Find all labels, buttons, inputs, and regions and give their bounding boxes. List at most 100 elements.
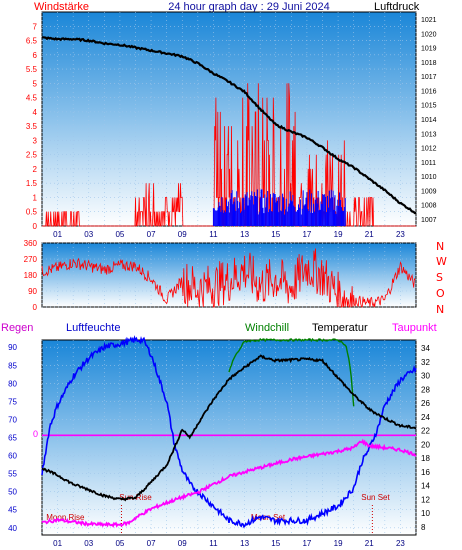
top-hour-tick-3: 07 bbox=[147, 230, 156, 239]
top-hour-tick-7: 15 bbox=[271, 230, 280, 239]
bot-right-tick-5: 18 bbox=[421, 454, 430, 463]
top-hour-tick-9: 19 bbox=[334, 230, 343, 239]
top-right-tick-14: 1021 bbox=[421, 17, 437, 24]
wind-speed-line bbox=[42, 83, 416, 227]
bot-right-tick-4: 16 bbox=[421, 468, 430, 477]
wind-title: Windstärke bbox=[34, 1, 89, 13]
bot-left-tick-7: 75 bbox=[8, 397, 17, 406]
dir-label-n-top: N bbox=[436, 240, 444, 253]
top-right-tick-13: 1020 bbox=[421, 31, 437, 38]
top-right-tick-8: 1015 bbox=[421, 103, 437, 110]
mid-left-tick-2: 180 bbox=[24, 271, 38, 280]
top-hour-tick-0: 01 bbox=[53, 230, 62, 239]
legend-windchill: Windchill bbox=[245, 322, 289, 334]
top-left-tick-8: 4 bbox=[33, 108, 38, 117]
top-left-tick-3: 1.5 bbox=[26, 179, 38, 188]
top-left-tick-2: 1 bbox=[33, 193, 38, 202]
bot-right-tick-3: 14 bbox=[421, 482, 430, 491]
top-right-tick-11: 1018 bbox=[421, 60, 437, 67]
top-hour-tick-10: 21 bbox=[365, 230, 374, 239]
bot-right-tick-2: 12 bbox=[421, 495, 430, 504]
top-right-tick-3: 1010 bbox=[421, 174, 437, 181]
bot-left-tick-5: 65 bbox=[8, 434, 17, 443]
bot-right-tick-9: 26 bbox=[421, 399, 430, 408]
top-hour-tick-6: 13 bbox=[240, 230, 249, 239]
bot-left-tick-8: 80 bbox=[8, 379, 17, 388]
bot-hour-tick-0: 01 bbox=[53, 539, 62, 548]
bot-right-tick-13: 34 bbox=[421, 344, 430, 353]
bot-right-tick-12: 32 bbox=[421, 358, 430, 367]
dewpoint-line bbox=[41, 438, 417, 528]
legend-temperatur: Temperatur bbox=[312, 322, 368, 334]
bot-right-tick-7: 22 bbox=[421, 427, 430, 436]
top-right-tick-10: 1017 bbox=[421, 74, 437, 81]
humidity-line bbox=[41, 335, 417, 529]
top-left-tick-11: 5.5 bbox=[26, 65, 38, 74]
bot-hour-tick-7: 15 bbox=[271, 539, 280, 548]
bot-hour-tick-5: 11 bbox=[209, 539, 218, 548]
top-hour-tick-5: 11 bbox=[209, 230, 218, 239]
top-left-tick-13: 6.5 bbox=[26, 37, 38, 46]
mid-left-tick-0: 0 bbox=[33, 303, 38, 312]
legend-regen: Regen bbox=[1, 322, 33, 334]
bot-right-tick-11: 30 bbox=[421, 372, 430, 381]
mid-left-tick-3: 270 bbox=[24, 255, 38, 264]
top-hour-tick-2: 05 bbox=[115, 230, 124, 239]
top-left-tick-14: 7 bbox=[33, 22, 38, 31]
bot-hour-tick-10: 21 bbox=[365, 539, 374, 548]
top-right-tick-5: 1012 bbox=[421, 146, 437, 153]
moon-rise-label: Moon Rise bbox=[46, 513, 85, 522]
dir-label-w: W bbox=[436, 255, 447, 268]
temperature-line bbox=[42, 354, 417, 502]
bot-left-tick-1: 45 bbox=[8, 506, 17, 515]
bot-right-tick-0: 8 bbox=[421, 523, 426, 532]
top-left-tick-12: 6 bbox=[33, 51, 38, 60]
top-left-tick-0: 0 bbox=[33, 222, 38, 231]
bot-hour-tick-4: 09 bbox=[178, 539, 187, 548]
legend-luftfeuchte: Luftfeuchte bbox=[66, 322, 120, 334]
bot-left-tick-2: 50 bbox=[8, 488, 17, 497]
bot-hour-tick-6: 13 bbox=[240, 539, 249, 548]
top-left-tick-4: 2 bbox=[33, 165, 38, 174]
bot-left-tick-6: 70 bbox=[8, 415, 17, 424]
top-left-tick-10: 5 bbox=[33, 79, 38, 88]
top-left-tick-1: 0.5 bbox=[26, 208, 38, 217]
bot-hour-tick-2: 05 bbox=[115, 539, 124, 548]
legend-taupunkt: Taupunkt bbox=[392, 322, 437, 334]
top-right-tick-6: 1013 bbox=[421, 131, 437, 138]
dir-label-s: S bbox=[436, 271, 443, 284]
bot-left-tick-4: 60 bbox=[8, 452, 17, 461]
top-right-tick-12: 1019 bbox=[421, 46, 437, 53]
mid-left-tick-1: 90 bbox=[28, 287, 37, 296]
top-left-tick-9: 4.5 bbox=[26, 94, 38, 103]
bot-left-tick-9: 85 bbox=[8, 361, 17, 370]
top-right-tick-2: 1009 bbox=[421, 188, 437, 195]
bot-hour-tick-9: 19 bbox=[334, 539, 343, 548]
top-left-tick-7: 3.5 bbox=[26, 122, 38, 131]
top-hour-tick-4: 09 bbox=[178, 230, 187, 239]
chart-title: 24 hour graph day : 29 Juni 2024 bbox=[168, 1, 329, 13]
bot-hour-tick-11: 23 bbox=[396, 539, 405, 548]
dir-label-n-bottom: N bbox=[436, 303, 444, 316]
bot-hour-tick-3: 07 bbox=[147, 539, 156, 548]
windchill-line bbox=[228, 337, 355, 407]
top-hour-tick-1: 03 bbox=[84, 230, 93, 239]
bot-right-tick-1: 10 bbox=[421, 509, 430, 518]
rain-zero-label: 0 bbox=[33, 429, 38, 439]
bot-hour-tick-8: 17 bbox=[302, 539, 311, 548]
mid-left-tick-4: 360 bbox=[24, 239, 38, 248]
wind-direction-line bbox=[41, 248, 416, 308]
pressure-line bbox=[42, 36, 417, 215]
top-left-tick-5: 2.5 bbox=[26, 151, 38, 160]
top-left-tick-6: 3 bbox=[33, 136, 38, 145]
top-right-tick-4: 1011 bbox=[421, 160, 436, 167]
top-right-tick-1: 1008 bbox=[421, 203, 437, 210]
top-right-tick-7: 1014 bbox=[421, 117, 437, 124]
bot-left-tick-10: 90 bbox=[8, 343, 17, 352]
bot-left-tick-0: 40 bbox=[8, 524, 17, 533]
dir-label-o: O bbox=[436, 287, 445, 300]
bot-right-tick-8: 24 bbox=[421, 413, 430, 422]
top-hour-tick-11: 23 bbox=[396, 230, 405, 239]
bot-right-tick-10: 28 bbox=[421, 385, 430, 394]
